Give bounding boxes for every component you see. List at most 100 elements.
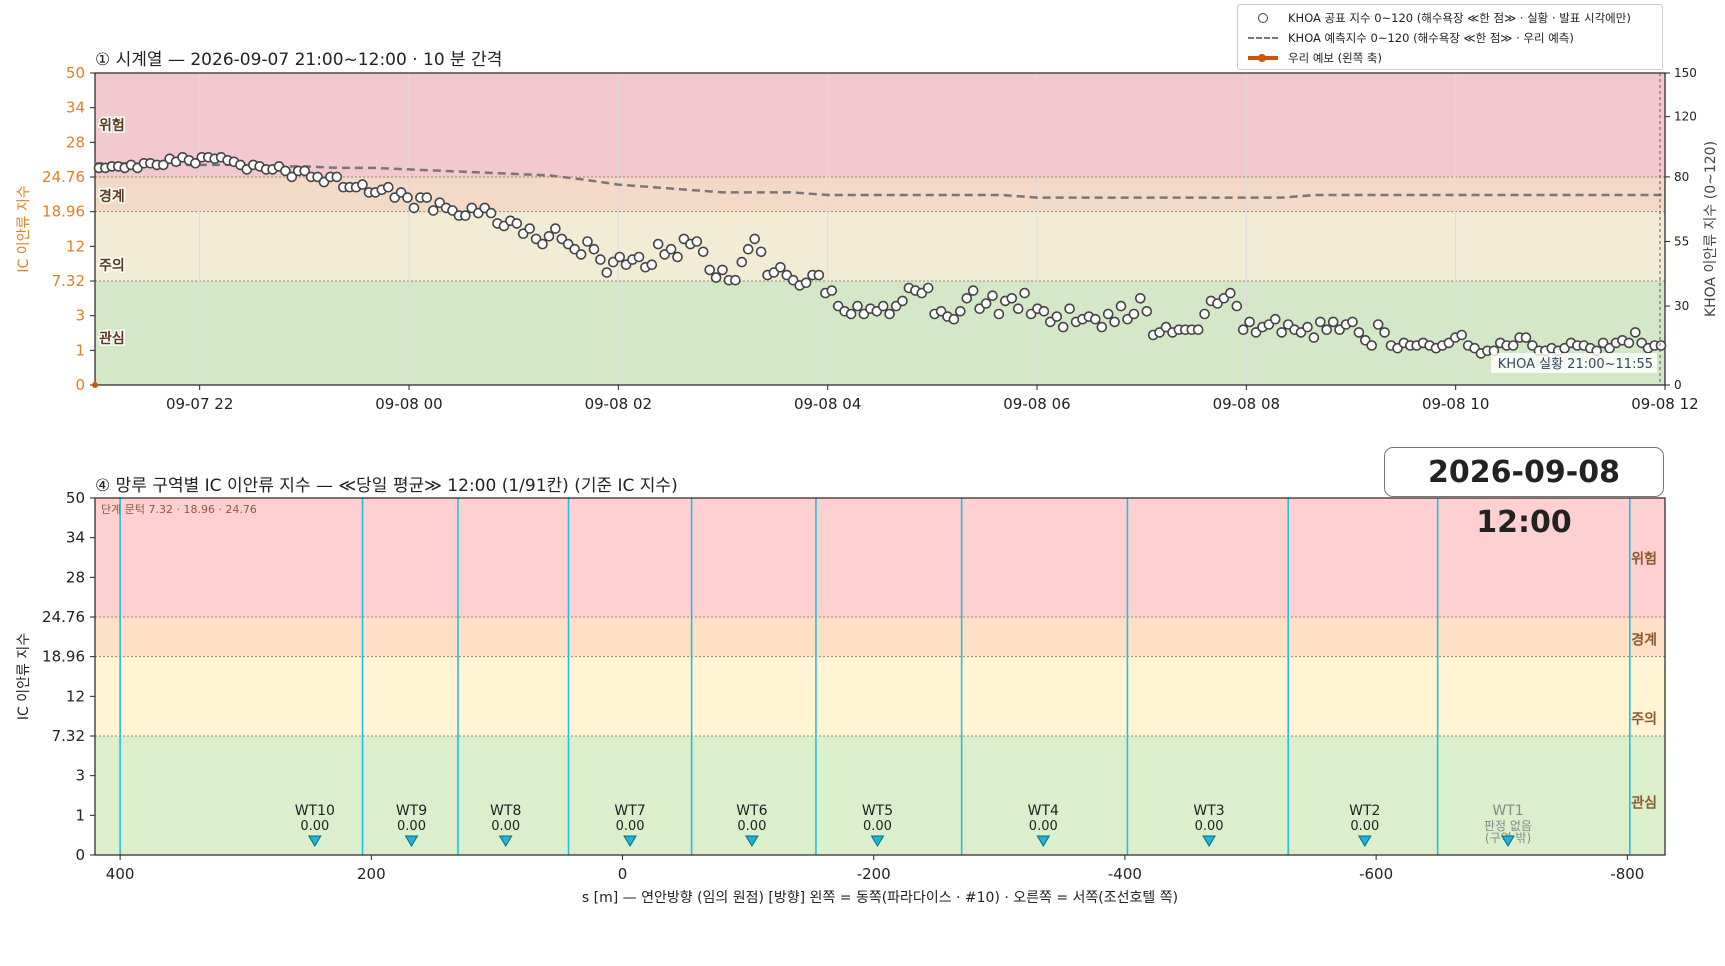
y-tick-label: 28	[66, 133, 85, 151]
x-tick-label: 09-08 02	[585, 395, 652, 413]
observed-point	[1141, 305, 1153, 317]
tower-label: WT2	[1349, 803, 1380, 819]
observed-point	[1199, 308, 1210, 320]
zone-y-tick-label: 24.76	[42, 608, 85, 626]
x-tick-label: 09-08 00	[375, 395, 442, 413]
observed-point	[1057, 321, 1069, 333]
observed-point	[877, 300, 889, 312]
observed-point	[595, 254, 606, 265]
band-label: 위험	[99, 117, 125, 134]
observed-point	[813, 269, 825, 281]
observed-point	[961, 292, 973, 304]
y2-tick-label: 80	[1674, 170, 1689, 184]
observed-point	[537, 238, 548, 250]
y2-tick-label: 0	[1674, 378, 1682, 392]
observed-point	[755, 246, 767, 258]
observed-point	[1064, 303, 1075, 315]
y-tick-label: 12	[66, 237, 85, 255]
observed-point	[1655, 340, 1667, 351]
band-label: 주의	[99, 257, 125, 274]
observed-point	[1019, 287, 1030, 299]
observed-point	[601, 267, 613, 278]
zone-x-axis-label: s [m] — 연안방향 (임의 원점) [방향] 왼쪽 = 동쪽(파라다이스 …	[582, 890, 1178, 906]
zone-y-tick-label: 7.32	[52, 727, 85, 745]
timeseries-title: ① 시계열 — 2026-09-07 21:00~12:00 · 10 분 간격	[95, 50, 503, 70]
observed-point	[1192, 324, 1204, 336]
observed-point	[845, 308, 857, 320]
observed-point	[1128, 308, 1140, 320]
observed-point	[280, 165, 291, 177]
observed-point	[665, 243, 677, 255]
observed-point	[575, 249, 587, 260]
tower-value-label: 0.00	[1195, 819, 1224, 834]
observed-point	[1630, 327, 1641, 338]
zone-y-tick-label: 0	[75, 846, 85, 864]
observed-point	[1109, 316, 1120, 328]
plot-frame	[94, 72, 1666, 386]
observed-point	[158, 159, 169, 171]
observed-point	[1012, 303, 1024, 315]
zone-x-tick-label: -800	[1610, 865, 1644, 883]
observed-point	[736, 256, 748, 268]
observed-point	[1366, 340, 1377, 351]
legend-item-khoa-observed: KHOA 공표 지수 0~120 (해수욕장 ≪한 점≫ · 실황 · 발표 시…	[1246, 9, 1631, 27]
observed-point	[1507, 340, 1519, 351]
observed-point	[749, 233, 761, 245]
tower-label: WT3	[1193, 803, 1224, 819]
zone-y-tick-label: 50	[66, 489, 85, 507]
observed-point	[980, 298, 992, 309]
zone-y-tick-label: 18.96	[42, 648, 85, 666]
observed-point	[1270, 313, 1281, 325]
zone-x-tick-label: 400	[106, 865, 135, 883]
observed-point	[1302, 321, 1313, 333]
y-tick-label: 34	[66, 99, 85, 117]
tower-marker	[870, 835, 885, 847]
observed-point	[421, 192, 433, 203]
observed-point	[524, 223, 536, 234]
observed-point	[286, 171, 298, 183]
observed-point	[1096, 321, 1108, 333]
annotation-box	[1491, 353, 1657, 373]
zone-y-tick-label: 28	[66, 568, 85, 586]
observed-point	[704, 264, 716, 276]
tower-value-label: 0.00	[300, 819, 329, 834]
legend-item-our-forecast: 우리 예보 (왼쪽 축)	[1246, 49, 1382, 67]
zone-x-tick-label: 200	[357, 865, 386, 883]
observed-point	[331, 171, 343, 183]
observed-point	[717, 264, 728, 276]
legend-circle-marker	[1246, 9, 1282, 27]
observed-point	[408, 202, 420, 214]
threshold-note: 단계 문턱 7.32 · 18.96 · 24.76	[101, 503, 257, 516]
y-tick-label: 1	[75, 341, 85, 359]
observed-point	[967, 285, 979, 296]
zone-y-tick-label: 12	[66, 687, 85, 705]
tower-label: WT9	[396, 803, 427, 819]
legend-dash-marker	[1246, 29, 1282, 47]
zone-band-label: 관심	[1631, 794, 1657, 811]
observed-point	[691, 236, 703, 247]
observed-point	[357, 179, 368, 190]
observed-point	[382, 181, 394, 193]
observed-point	[402, 192, 413, 203]
observed-point	[730, 274, 741, 286]
tower-value-label: 0.00	[397, 819, 426, 834]
observed-point	[588, 243, 600, 255]
zone-band-3	[95, 498, 1665, 617]
legend-line-marker	[1246, 49, 1282, 67]
band-3	[95, 73, 1665, 177]
observed-point	[852, 300, 863, 312]
observed-point	[427, 205, 439, 216]
zone-band-1	[95, 656, 1665, 736]
tower-label: WT5	[862, 803, 893, 819]
tower-value-label: 0.00	[491, 819, 520, 834]
band-label: 관심	[99, 330, 125, 347]
zone-band-label: 주의	[1631, 711, 1657, 728]
zone-band-label: 위험	[1631, 551, 1657, 568]
observed-point	[1347, 316, 1358, 328]
observed-point	[1308, 332, 1320, 343]
observed-point	[826, 285, 838, 296]
observed-point	[582, 236, 593, 247]
observed-point	[1456, 329, 1467, 341]
observed-point	[633, 251, 645, 263]
x-tick-label: 09-08 10	[1422, 395, 1489, 413]
